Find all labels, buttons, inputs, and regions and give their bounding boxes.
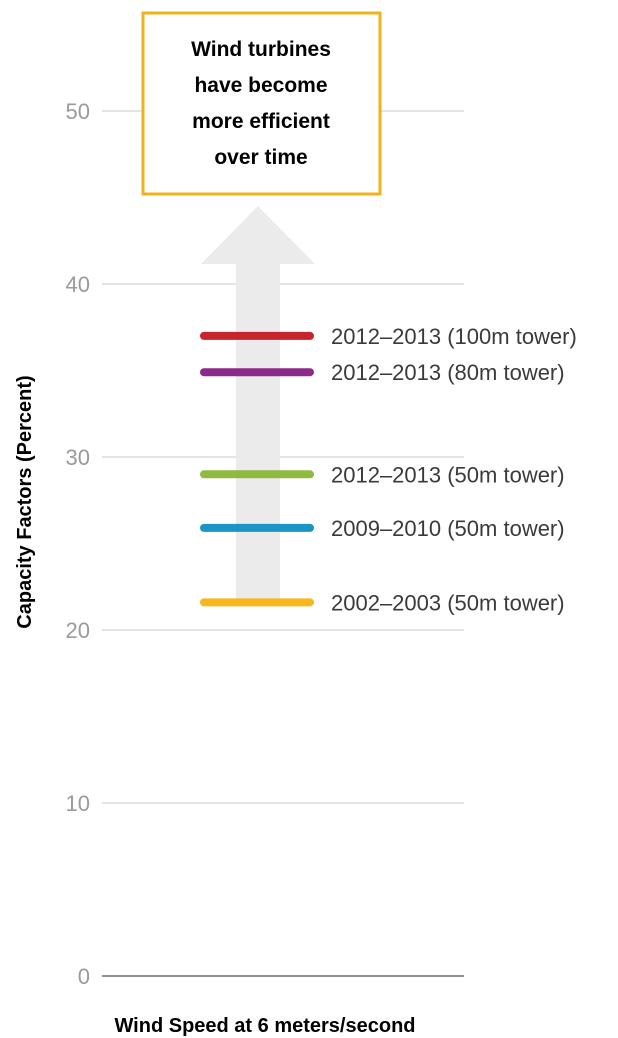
- callout-text-line: over time: [214, 146, 307, 169]
- series-label: 2009–2010 (50m tower): [331, 516, 565, 541]
- y-tick-label: 20: [66, 618, 90, 643]
- y-tick-label: 50: [66, 99, 90, 124]
- y-tick-label: 10: [66, 791, 90, 816]
- y-axis-title: Capacity Factors (Percent): [14, 375, 36, 628]
- callout-text-line: Wind turbines: [191, 38, 331, 61]
- callout-text-line: have become: [194, 74, 327, 97]
- callout-text-line: more efficient: [192, 110, 330, 133]
- x-axis-title: Wind Speed at 6 meters/second: [114, 1015, 415, 1037]
- arrow-up-shape: [201, 206, 315, 603]
- series-label: 2012–2013 (50m tower): [331, 462, 565, 487]
- y-tick-label: 0: [78, 964, 90, 989]
- callout-box: Wind turbines have become more efficient ov…: [141, 11, 382, 196]
- y-tick-label: 30: [66, 445, 90, 470]
- series-label: 2012–2013 (80m tower): [331, 360, 565, 385]
- y-tick-label: 40: [66, 272, 90, 297]
- series-markers: 2012–2013 (100m tower) 2012–2013 (80m tow…: [200, 324, 577, 615]
- series-label: 2012–2013 (100m tower): [331, 324, 577, 349]
- y-axis-ticks: 0 10 20 30 40 50: [66, 99, 90, 989]
- efficiency-arrow: [201, 206, 315, 603]
- callout-frame: [141, 11, 382, 196]
- series-label: 2002–2003 (50m tower): [331, 590, 565, 615]
